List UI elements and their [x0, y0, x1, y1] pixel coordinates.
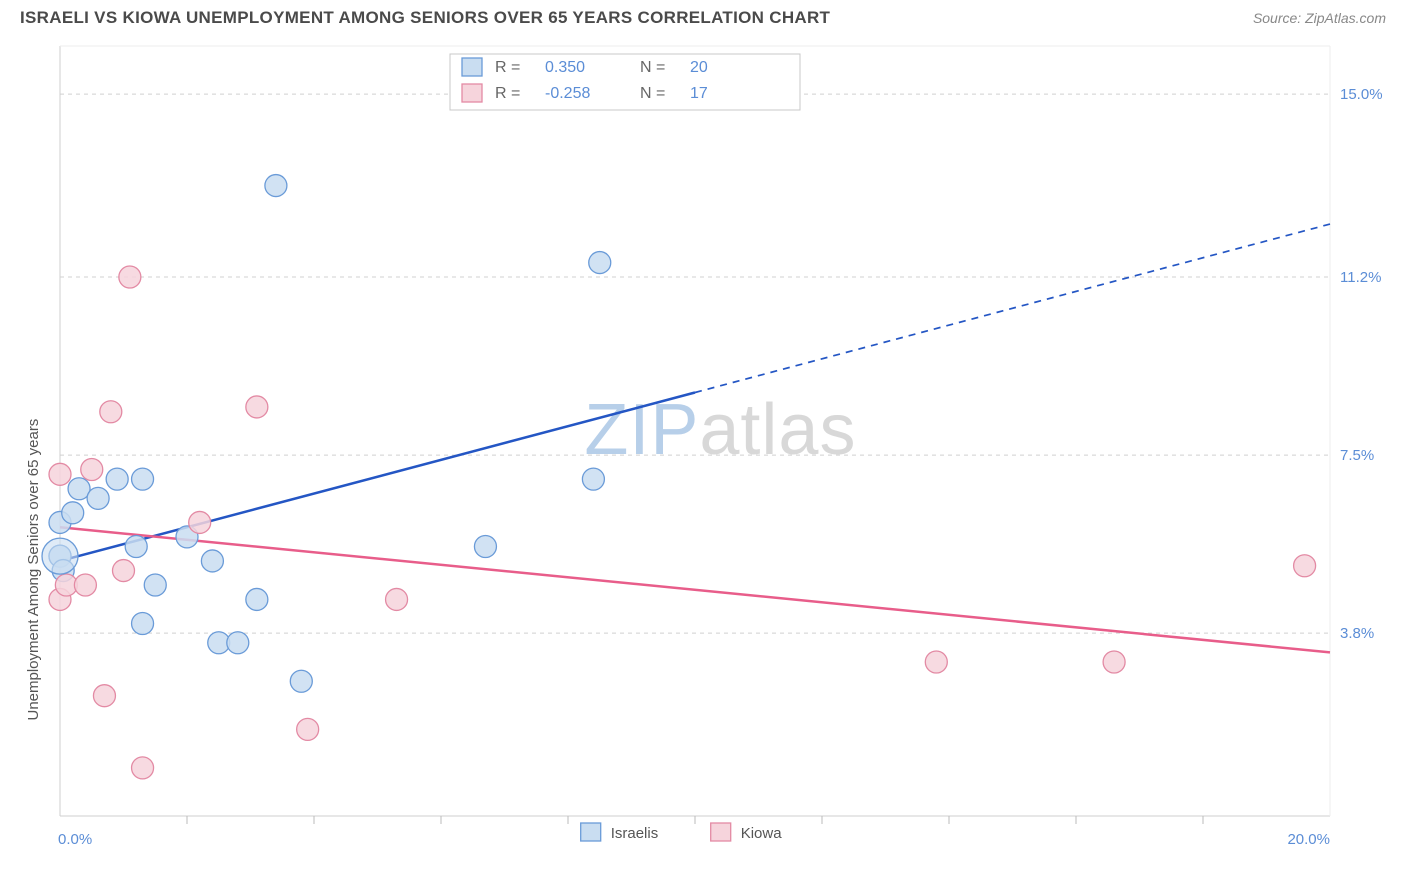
data-point — [189, 511, 211, 533]
legend-swatch — [581, 823, 601, 841]
data-point — [93, 685, 115, 707]
data-point — [201, 550, 223, 572]
data-point — [132, 757, 154, 779]
data-point — [106, 468, 128, 490]
y-tick-label: 11.2% — [1340, 269, 1381, 286]
y-tick-label: 3.8% — [1340, 625, 1374, 642]
data-point — [132, 468, 154, 490]
data-point — [42, 538, 78, 574]
data-point — [265, 175, 287, 197]
data-point — [297, 718, 319, 740]
stat-n-label: N = — [640, 59, 665, 76]
stat-n-label: N = — [640, 85, 665, 102]
data-point — [119, 266, 141, 288]
stat-n-value: 20 — [690, 59, 708, 76]
data-point — [1103, 651, 1125, 673]
watermark: ZIPatlas — [584, 390, 856, 470]
data-point — [474, 536, 496, 558]
data-point — [582, 468, 604, 490]
data-point — [132, 613, 154, 635]
data-point — [74, 574, 96, 596]
chart-container: 3.8% 7.5% 11.2% 15.0% 0.0% 20.0% ZIPatlas Unemp… — [20, 36, 1386, 876]
stat-r-value: 0.350 — [545, 59, 585, 76]
stat-r-label: R = — [495, 85, 520, 102]
data-point — [144, 574, 166, 596]
data-point — [386, 588, 408, 610]
chart-title: ISRAELI VS KIOWA UNEMPLOYMENT AMONG SENI… — [20, 8, 830, 28]
legend-swatch — [711, 823, 731, 841]
data-point — [100, 401, 122, 423]
correlation-chart: 3.8% 7.5% 11.2% 15.0% 0.0% 20.0% ZIPatlas Unemp… — [20, 36, 1386, 876]
data-point — [1294, 555, 1316, 577]
legend-label: Israelis — [611, 825, 659, 842]
chart-source: Source: ZipAtlas.com — [1253, 10, 1386, 26]
x-tick-label: 0.0% — [58, 831, 92, 848]
data-point — [246, 588, 268, 610]
data-point — [81, 459, 103, 481]
x-tick-label: 20.0% — [1287, 831, 1330, 848]
data-point — [589, 252, 611, 274]
data-point — [87, 487, 109, 509]
legend-label: Kiowa — [741, 825, 783, 842]
y-axis-label: Unemployment Among Seniors over 65 years — [25, 419, 42, 721]
data-point — [125, 536, 147, 558]
data-point — [227, 632, 249, 654]
data-point — [113, 560, 135, 582]
stat-n-value: 17 — [690, 85, 708, 102]
y-tick-label: 15.0% — [1340, 86, 1383, 103]
legend-swatch — [462, 58, 482, 76]
data-point — [925, 651, 947, 673]
trend-line-dashed — [695, 224, 1330, 392]
data-point — [290, 670, 312, 692]
data-point — [246, 396, 268, 418]
stat-r-label: R = — [495, 59, 520, 76]
stat-r-value: -0.258 — [545, 85, 590, 102]
y-tick-label: 7.5% — [1340, 447, 1374, 464]
legend-swatch — [462, 84, 482, 102]
data-point — [49, 463, 71, 485]
data-point — [62, 502, 84, 524]
chart-header: ISRAELI VS KIOWA UNEMPLOYMENT AMONG SENI… — [0, 0, 1406, 32]
